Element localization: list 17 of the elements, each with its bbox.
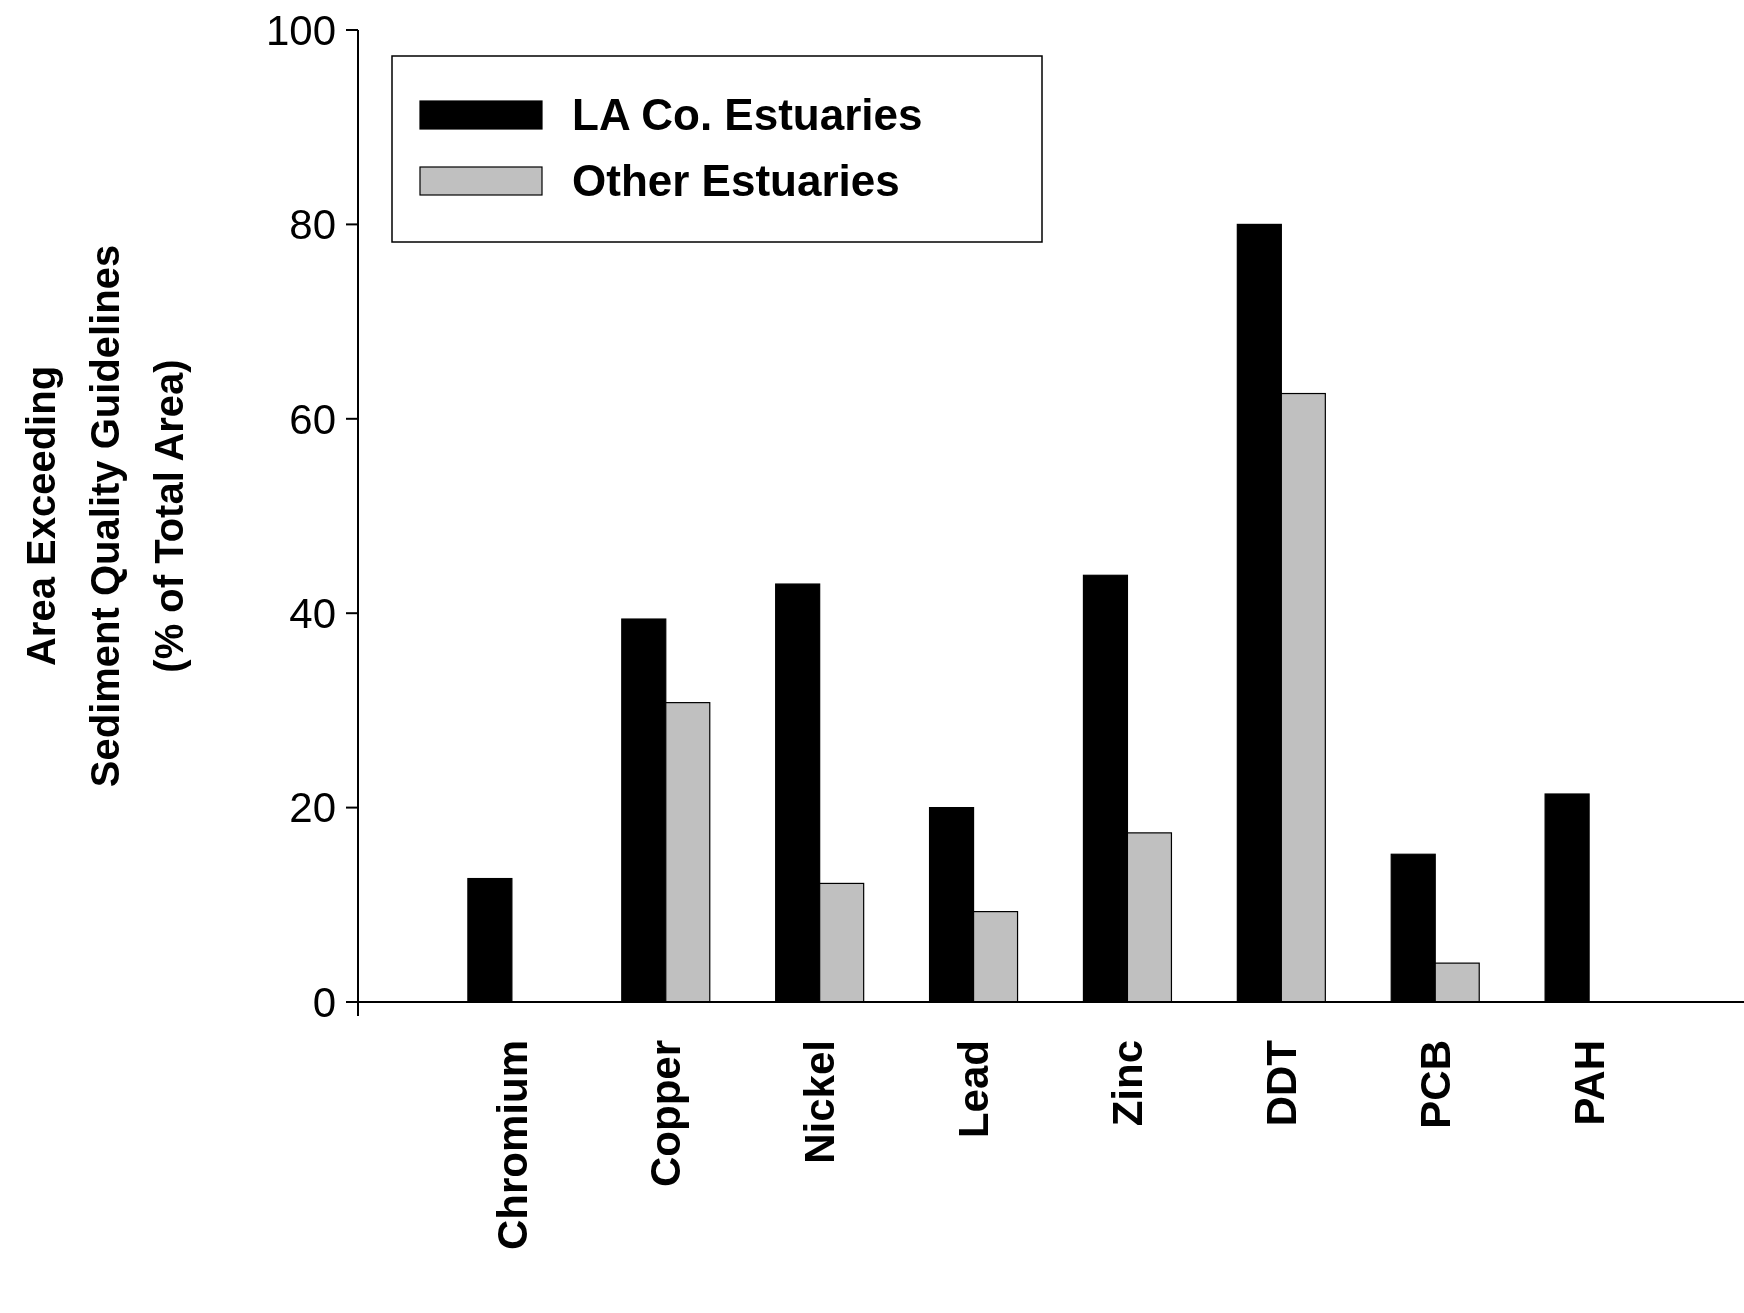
y-tick-label: 80 — [289, 201, 336, 249]
y-tick-label: 0 — [312, 978, 336, 1026]
x-tick-label: PAH — [1565, 1040, 1613, 1126]
y-tick-label: 20 — [289, 784, 336, 832]
x-tick-label: DDT — [1258, 1039, 1306, 1127]
legend-label: LA Co. Estuaries — [572, 90, 923, 140]
x-tick-label: PCB — [1411, 1040, 1459, 1129]
x-tick-label: Nickel — [796, 1040, 844, 1164]
y-axis-title: Area Exceeding Sediment Quality Guidelines (% of Total Area) — [19, 244, 191, 788]
x-tick-label: Zinc — [1104, 1040, 1152, 1127]
y-tick-label: 60 — [289, 395, 336, 443]
x-tick-label: Copper — [642, 1040, 690, 1187]
x-tick-label: Chromium — [488, 1040, 536, 1250]
y-tick-label: 40 — [289, 589, 336, 637]
x-tick-label: Lead — [950, 1040, 998, 1139]
y-tick-label: 100 — [265, 6, 336, 54]
legend-label: Other Estuaries — [572, 156, 900, 206]
